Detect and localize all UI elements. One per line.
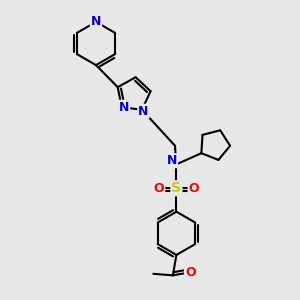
Text: N: N [167, 154, 177, 167]
Text: N: N [119, 101, 129, 114]
Text: S: S [171, 181, 182, 195]
Text: O: O [154, 182, 164, 195]
Text: N: N [138, 105, 148, 118]
Text: O: O [185, 266, 196, 279]
Text: O: O [188, 182, 199, 195]
Text: N: N [91, 15, 101, 28]
